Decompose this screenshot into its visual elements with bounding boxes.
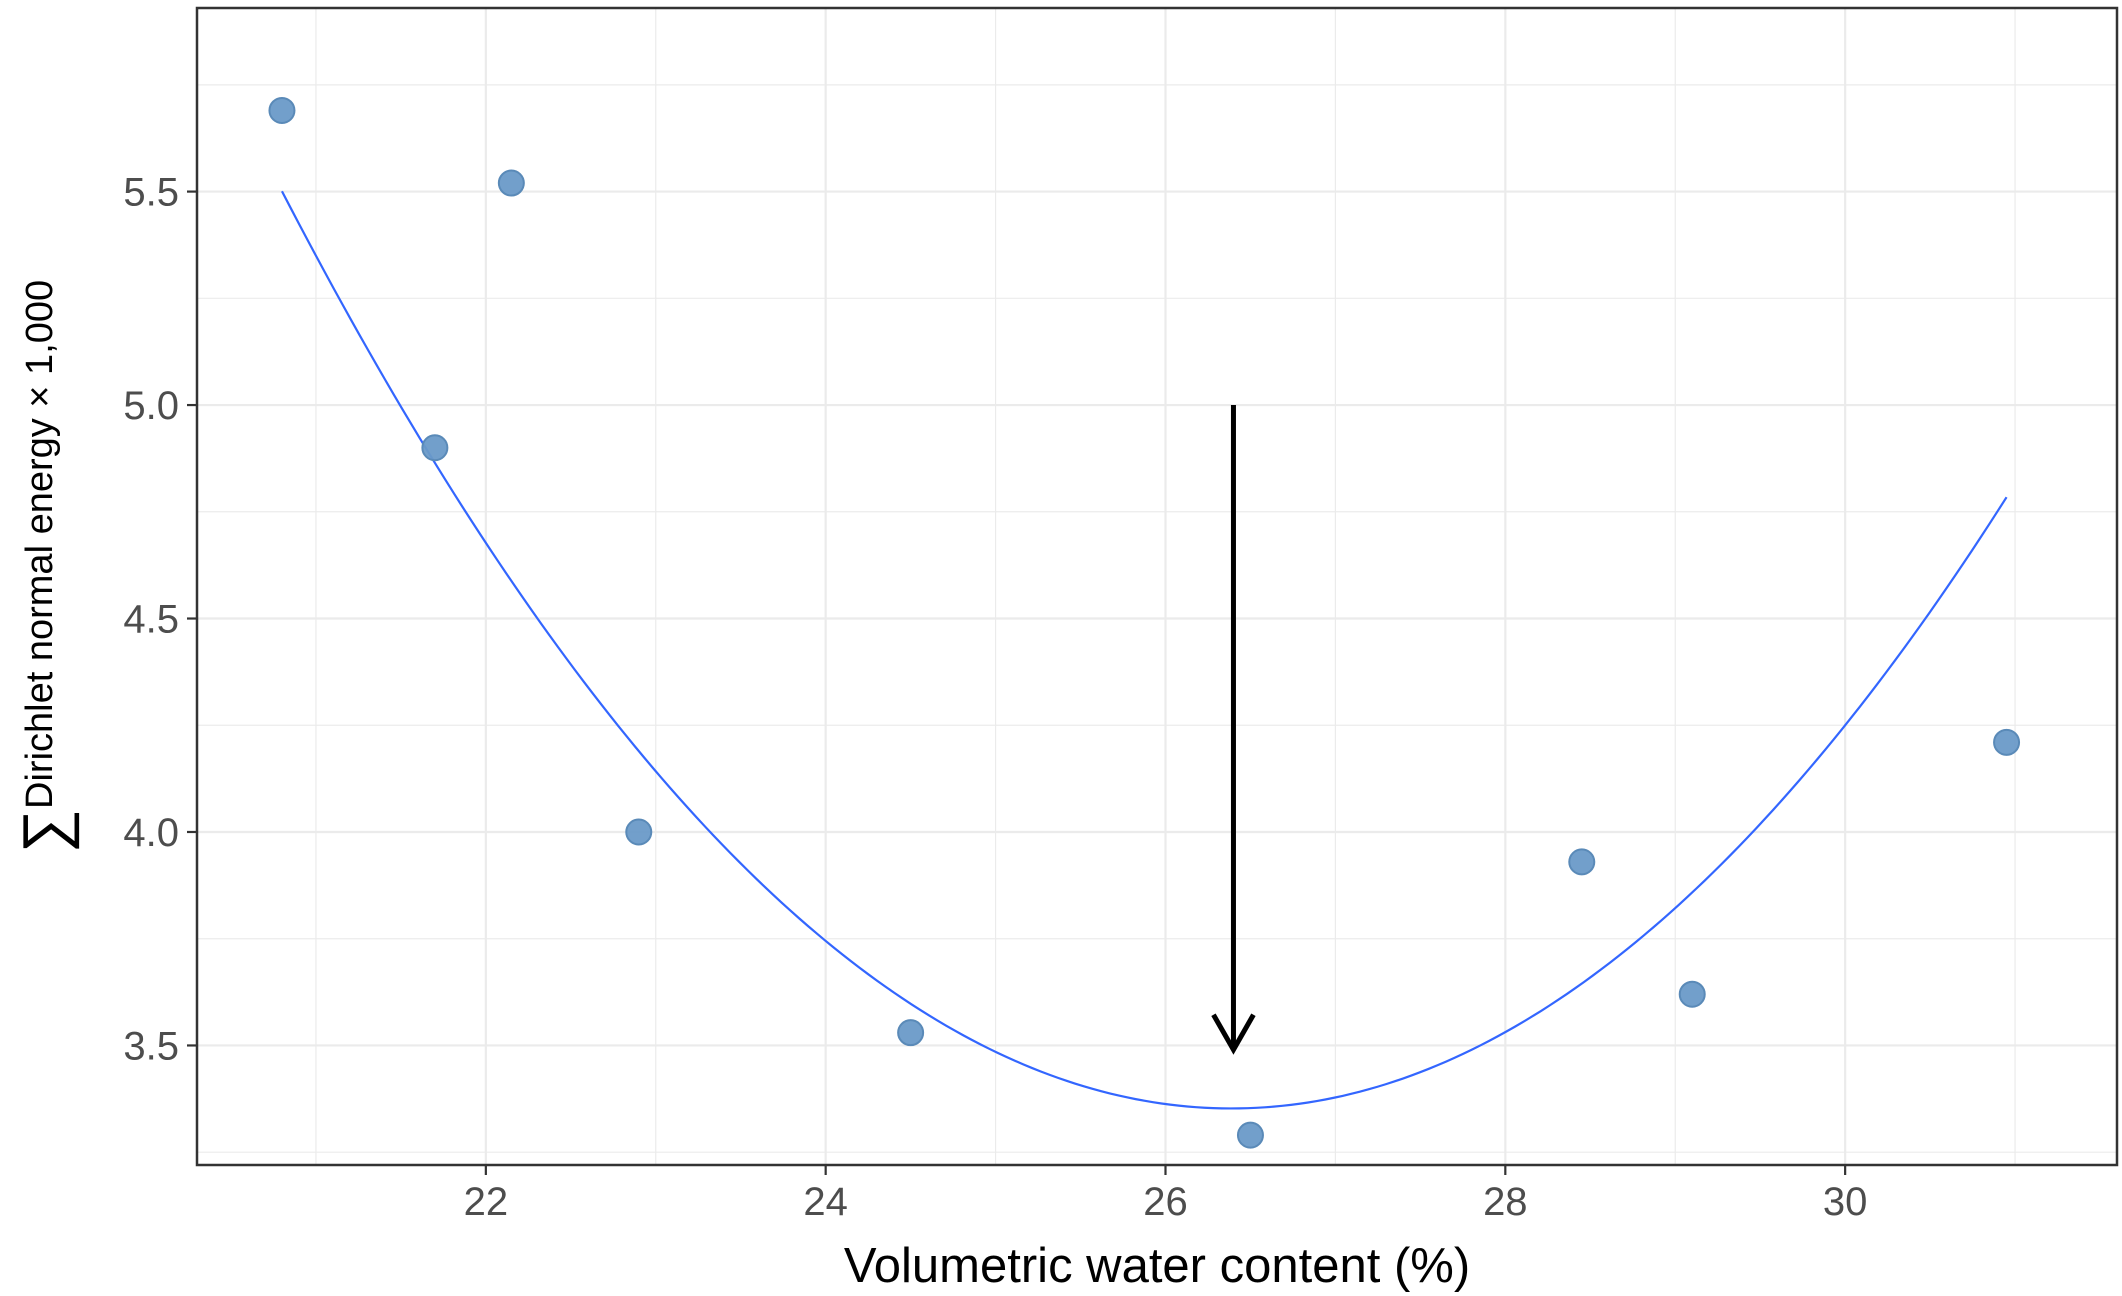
y-tick-label: 5.0	[123, 384, 179, 428]
x-tick-label: 22	[464, 1180, 509, 1224]
data-point	[421, 434, 449, 462]
x-tick-label: 26	[1143, 1180, 1188, 1224]
data-point	[625, 818, 653, 846]
data-point	[1678, 980, 1706, 1008]
y-axis-sum-symbol: ∑	[11, 809, 80, 853]
data-point	[1993, 728, 2021, 756]
y-tick-label: 4.0	[123, 811, 179, 855]
panel-border	[195, 6, 2119, 1167]
data-point	[1568, 848, 1596, 876]
x-tick-label: 30	[1823, 1180, 1868, 1224]
y-tick-label: 5.5	[123, 171, 179, 215]
x-axis-title: Volumetric water content (%)	[844, 1239, 1470, 1293]
data-point	[268, 96, 296, 124]
svg-text:∑Dirichlet normal energy × 1,0: ∑Dirichlet normal energy × 1,000	[11, 280, 80, 853]
y-axis-ticks: 3.5 4.0 4.5 5.0 5.5	[123, 171, 197, 1068]
data-point	[897, 1019, 925, 1047]
data-point	[1236, 1121, 1264, 1149]
x-tick-label: 24	[803, 1180, 848, 1224]
minor-gridlines	[197, 8, 2117, 1165]
y-tick-label: 4.5	[123, 598, 179, 642]
x-axis-ticks: 22 24 26 28 30	[464, 1165, 1868, 1224]
data-points	[268, 96, 2021, 1149]
data-point	[497, 169, 525, 197]
annotation-arrow	[1211, 405, 1256, 1055]
y-tick-label: 3.5	[123, 1024, 179, 1068]
major-gridlines	[197, 8, 2117, 1165]
x-tick-label: 28	[1483, 1180, 1528, 1224]
fit-curve	[280, 190, 2008, 1110]
y-axis-title-text: Dirichlet normal energy × 1,000	[19, 280, 61, 809]
arrow-head	[1211, 1013, 1256, 1055]
y-axis-title: ∑Dirichlet normal energy × 1,000	[11, 280, 80, 853]
